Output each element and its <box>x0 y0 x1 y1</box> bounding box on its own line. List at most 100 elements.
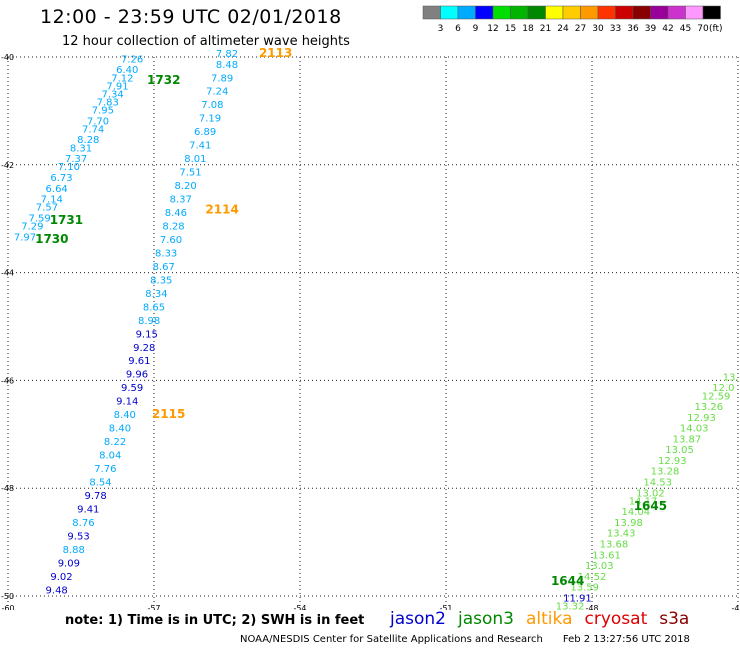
wave-height-value: 8.01 <box>184 154 206 165</box>
legend-label: 45 <box>680 24 691 33</box>
wave-height-value: 7.37 <box>65 154 87 165</box>
latitude-tick-label: -40 <box>1 53 14 62</box>
wave-height-value: 14.04 <box>621 507 650 518</box>
wave-height-value: 9.41 <box>77 504 99 515</box>
wave-height-value: 7.95 <box>92 106 114 117</box>
wave-height-value: 13.28 <box>651 467 680 478</box>
wave-height-value: 8.76 <box>72 518 94 529</box>
legend-label: 70 <box>697 24 709 33</box>
wave-height-value: 12.93 <box>658 456 687 467</box>
color-scale-legend: 3 6 9 12 15 18 21 24 27 30 33 36 39 42 45 70 (ft) <box>422 5 723 33</box>
wave-height-value: 7.51 <box>179 168 201 179</box>
wave-height-value: 14.17 <box>629 496 658 507</box>
longitude-tick-label: -48 <box>585 604 598 610</box>
wave-height-value: 8.28 <box>77 135 99 146</box>
wave-height-value: 13.03 <box>585 561 614 572</box>
wave-height-value: 9.15 <box>136 329 158 340</box>
legend-label: 12 <box>487 24 498 33</box>
wave-height-value: 9.53 <box>67 531 89 542</box>
wave-height-value: 7.08 <box>201 100 223 111</box>
wave-height-value: 6.73 <box>50 173 72 184</box>
wave-height-value: 8.67 <box>153 262 175 273</box>
credit-org: NOAA/NESDIS Center for Satellite Applica… <box>240 634 543 645</box>
longitude-tick-label: -60 <box>1 604 14 610</box>
satellite-cryosat: cryosat <box>584 609 648 629</box>
wave-height-value: 7.19 <box>199 114 221 125</box>
latitude-tick-label: -44 <box>1 269 14 278</box>
wave-height-value: 8.46 <box>165 208 187 219</box>
legend-swatch <box>702 5 721 20</box>
note-text: note: 1) Time is in UTC; 2) SWH is in fe… <box>65 613 365 628</box>
pass-time-label: 1645 <box>634 499 667 513</box>
wave-height-value: 13.32 <box>556 601 585 610</box>
wave-height-value: 6.40 <box>116 65 138 76</box>
wave-height-value: 7.12 <box>111 73 133 84</box>
legend-unit: (ft) <box>709 24 723 33</box>
wave-height-value: 12.93 <box>687 413 716 424</box>
legend-label: 3 <box>438 24 444 33</box>
satellite-jason3: jason3 <box>458 609 514 629</box>
wave-height-value: 8.33 <box>155 248 177 259</box>
pass-time-label: 1732 <box>147 73 180 87</box>
jason3-1730-track: 7.266.407.127.917.347.837.957.707.748.28… <box>14 54 143 243</box>
legend-label: 15 <box>505 24 516 33</box>
page-subtitle: 12 hour collection of altimeter wave hei… <box>62 34 350 49</box>
wave-height-value: 13.05 <box>665 445 694 456</box>
wave-height-value: 8.31 <box>70 143 92 154</box>
wave-height-value: 13.02 <box>636 488 665 499</box>
wave-height-value: 8.65 <box>143 302 165 313</box>
wave-height-value: 14.52 <box>578 572 607 583</box>
wave-height-value: 9.09 <box>58 558 80 569</box>
legend-label: 18 <box>522 24 534 33</box>
wave-height-value: 6.89 <box>194 127 216 138</box>
satellite-s3a: s3a <box>659 609 690 629</box>
wave-height-value: 13. <box>723 372 739 383</box>
wave-height-value: 7.24 <box>206 87 228 98</box>
wave-height-value: 7.29 <box>21 221 43 232</box>
wave-height-value: 13.26 <box>694 402 723 413</box>
wave-height-value: 12.59 <box>702 391 731 402</box>
pass-time-label: 2113 <box>259 46 292 60</box>
legend-label: 42 <box>662 24 673 33</box>
wave-height-value: 8.22 <box>104 437 126 448</box>
longitude-tick-label: -51 <box>439 604 452 610</box>
legend-label: 21 <box>540 24 551 33</box>
wave-height-value: 7.76 <box>94 464 116 475</box>
wave-height-value: 9.59 <box>121 383 143 394</box>
wave-height-value: 13.68 <box>600 539 629 550</box>
wave-height-value: 8.04 <box>99 451 121 462</box>
wave-height-value: 7.82 <box>216 49 238 60</box>
wave-height-value: 9.28 <box>133 343 155 354</box>
wave-height-value: 6.64 <box>46 184 68 195</box>
wave-height-value: 9.14 <box>116 397 138 408</box>
wave-height-value: 13.61 <box>592 550 621 561</box>
satellite-key: jason2 jason3 altika cryosat s3a <box>390 609 701 629</box>
wave-height-value: 11.91 <box>563 593 592 604</box>
wave-height-value: 7.34 <box>102 89 124 100</box>
wave-height-value: 13.43 <box>607 529 636 540</box>
wave-height-value: 8.40 <box>114 410 136 421</box>
wave-height-value: 8.88 <box>63 545 85 556</box>
wave-height-value: 8.28 <box>162 221 184 232</box>
legend-label: 24 <box>557 24 569 33</box>
altika-2113-track: 7.828.48 7.89 7.24 7.08 7.19 6.89 7.41 8.01 7.51… <box>46 49 239 596</box>
wave-height-value: 7.91 <box>106 81 128 92</box>
wave-height-value: 7.26 <box>121 54 143 65</box>
wave-height-value: 13.98 <box>614 518 643 529</box>
latitude-tick-label: -42 <box>1 161 14 170</box>
wave-height-value: 8.35 <box>150 275 172 286</box>
legend-label: 27 <box>575 24 586 33</box>
latitude-tick-label: -46 <box>1 376 14 385</box>
pass-time-label: 2114 <box>205 202 238 216</box>
wave-height-value: 7.10 <box>58 162 80 173</box>
wave-height-value: 8.54 <box>89 478 111 489</box>
pass-time-label: 1731 <box>50 213 83 227</box>
wave-height-value: 7.83 <box>97 98 119 109</box>
page-title: 12:00 - 23:59 UTC 02/01/2018 <box>40 6 342 28</box>
wave-height-value: 9.96 <box>126 370 148 381</box>
legend-label: 36 <box>627 24 639 33</box>
wave-height-value: 7.70 <box>87 116 109 127</box>
latitude-tick-label: -50 <box>1 592 14 601</box>
wave-height-value: 8.37 <box>170 195 192 206</box>
jason3-1644-track: 13.12.012.5913.2612.9314.0313.8713.0512.… <box>556 372 739 610</box>
